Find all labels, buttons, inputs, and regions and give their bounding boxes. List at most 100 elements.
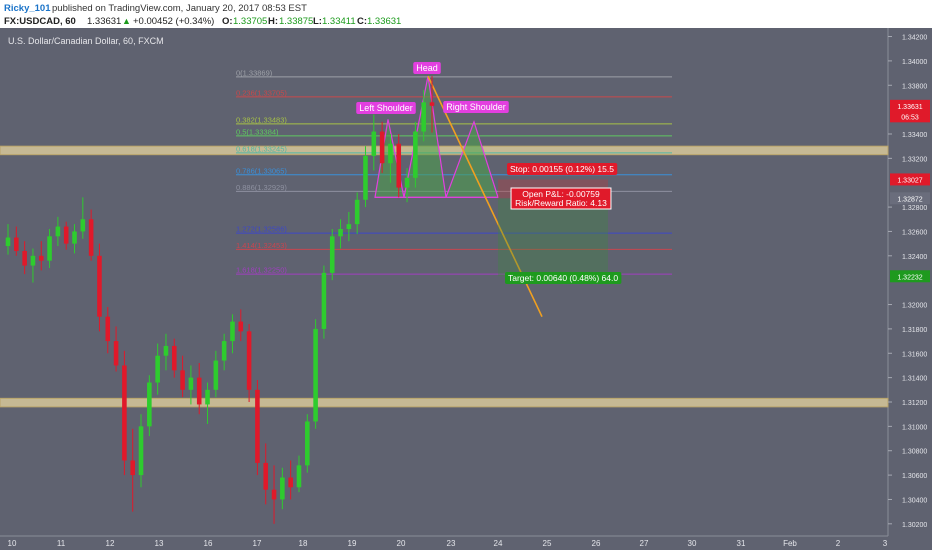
candle-body [363, 155, 368, 200]
candle-body [221, 341, 227, 361]
up-arrow-icon: ▲ [122, 16, 131, 26]
y-tick-label: 1.32800 [902, 205, 927, 212]
x-tick-label: 19 [348, 539, 357, 548]
candle-body [5, 237, 11, 247]
candle-body [155, 355, 160, 383]
y-tick-label: 1.32600 [902, 229, 927, 236]
y-tick-label: 1.34000 [902, 59, 927, 66]
candle-body [97, 255, 102, 317]
candle-body [80, 219, 86, 232]
price-badge-label: 1.33027 [897, 177, 922, 184]
candle-body [130, 460, 135, 476]
candle-body [180, 370, 185, 390]
y-tick-label: 1.31200 [902, 400, 927, 407]
price-badge-label: 1.32232 [897, 274, 922, 281]
x-tick-label: 31 [737, 539, 746, 548]
time-axis-background [0, 536, 932, 550]
price-badge [890, 110, 930, 123]
close-label: C: [357, 16, 367, 27]
candle-body [404, 177, 410, 188]
price-badge [890, 173, 930, 186]
candle-body [188, 377, 194, 390]
candle-body [429, 102, 435, 106]
y-tick-label: 1.33200 [902, 156, 927, 163]
low-label: L: [313, 16, 322, 27]
open-label: O: [222, 16, 233, 27]
right-shoulder-label: Right Shoulder [446, 102, 506, 112]
x-tick-label: 26 [592, 539, 601, 548]
price-badge-label: 1.33631 [897, 104, 922, 111]
x-tick-label: 25 [543, 539, 552, 548]
low-value: 1.33411 [322, 16, 356, 27]
y-tick-label: 1.30800 [902, 449, 927, 456]
candle-body [196, 377, 202, 405]
close-value: 1.33631 [367, 16, 401, 27]
candle-body [72, 231, 77, 244]
support-resistance-zone [0, 397, 889, 408]
price-badge [890, 192, 930, 205]
fib-level-label: 0.382(1.33483) [236, 115, 287, 124]
symbol-line: FX:USDCAD, 60 [4, 16, 76, 27]
label-badge [356, 102, 416, 114]
y-tick-label: 1.33400 [902, 132, 927, 139]
candle-body [305, 421, 310, 466]
candle-body [271, 489, 277, 500]
candle-body [371, 131, 377, 156]
open-pl-box [510, 187, 612, 210]
x-tick-label: 13 [155, 539, 164, 548]
support-resistance-zone [0, 145, 889, 156]
x-tick-label: 16 [204, 539, 213, 548]
x-tick-label: 23 [447, 539, 456, 548]
candle-body [171, 345, 177, 371]
target-label: Target: 0.00640 (0.48%) 64.0 [508, 273, 618, 283]
candle-body [230, 321, 235, 342]
x-tick-label: 12 [106, 539, 115, 548]
candle-body [246, 331, 252, 390]
candle-body [288, 477, 293, 488]
y-tick-label: 1.31400 [902, 376, 927, 383]
x-tick-label: 2 [836, 539, 841, 548]
candle-body [346, 224, 352, 230]
x-tick-label: 11 [57, 539, 66, 548]
x-tick-label: 18 [299, 539, 308, 548]
candle-body [379, 131, 385, 164]
y-tick-label: 1.31800 [902, 327, 927, 334]
open-pl-label: Open P&L: -0.00759 [522, 189, 600, 199]
x-tick-label: 17 [253, 539, 262, 548]
candle-body [14, 237, 19, 251]
candle-body [213, 360, 219, 390]
left-shoulder-label: Left Shoulder [359, 103, 413, 113]
candle-body [263, 462, 269, 490]
y-tick-label: 1.34200 [902, 35, 927, 42]
fib-level-label: 0.5(1.33384) [236, 127, 279, 136]
candle-body [205, 389, 210, 405]
stop-label: Stop: 0.00155 (0.12%) 15.5 [510, 164, 614, 174]
y-tick-label: 1.32400 [902, 254, 927, 261]
y-tick-label: 1.33800 [902, 83, 927, 90]
y-tick-label: 1.31000 [902, 424, 927, 431]
candle-body [113, 341, 119, 366]
candle-body [138, 426, 144, 476]
candle-body [329, 236, 335, 273]
fib-level-label: 1.414(1.32453) [236, 241, 287, 250]
x-tick-label: 3 [883, 539, 888, 548]
chart-title: U.S. Dollar/Canadian Dollar, 60, FXCM [8, 36, 164, 46]
x-tick-label: 27 [640, 539, 649, 548]
high-label: H: [268, 16, 278, 27]
y-tick-label: 1.30200 [902, 522, 927, 529]
x-tick-label: 24 [494, 539, 503, 548]
label-badge [443, 101, 509, 113]
y-tick-label: 1.30600 [902, 473, 927, 480]
candle-body [88, 219, 94, 256]
candle-body [30, 255, 36, 266]
candle-body [255, 389, 260, 463]
y-tick-label: 1.32000 [902, 303, 927, 310]
candle-body [354, 199, 360, 225]
fib-level-label: 0.786(1.33065) [236, 166, 287, 175]
y-tick-label: 1.30400 [902, 497, 927, 504]
candle-body [105, 316, 111, 342]
candle-body [238, 321, 244, 332]
author-name[interactable]: Ricky_101 [4, 3, 51, 14]
